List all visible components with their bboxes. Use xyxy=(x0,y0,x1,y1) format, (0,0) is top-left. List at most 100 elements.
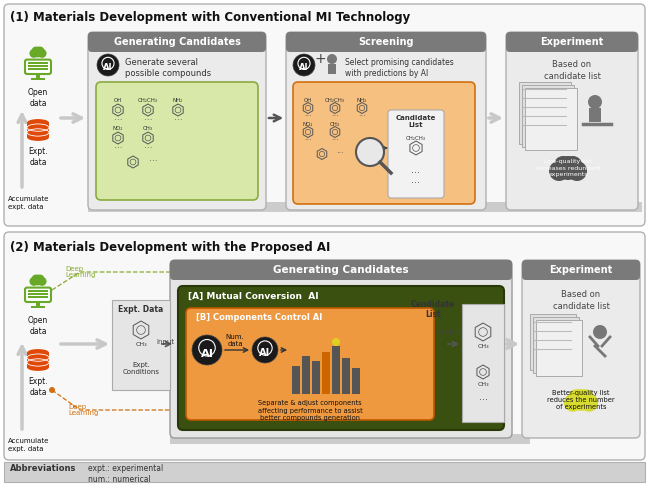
Text: Experiment: Experiment xyxy=(540,37,604,47)
Circle shape xyxy=(356,138,384,166)
Circle shape xyxy=(567,161,587,181)
Text: CH₂CH₃: CH₂CH₃ xyxy=(406,136,426,140)
Text: (1) Materials Development with Conventional MI Technology: (1) Materials Development with Conventio… xyxy=(10,12,410,25)
Bar xyxy=(27,353,49,367)
Ellipse shape xyxy=(27,134,49,141)
FancyBboxPatch shape xyxy=(388,110,444,198)
Bar xyxy=(302,356,310,394)
FancyBboxPatch shape xyxy=(170,260,512,438)
Bar xyxy=(27,296,48,299)
Ellipse shape xyxy=(27,363,49,371)
Text: ···: ··· xyxy=(149,157,157,166)
Circle shape xyxy=(556,156,580,180)
Circle shape xyxy=(29,277,38,286)
Text: expt.: experimental
num.: numerical: expt.: experimental num.: numerical xyxy=(88,464,163,484)
Text: ···: ··· xyxy=(174,117,182,125)
Text: OH: OH xyxy=(114,99,122,104)
Bar xyxy=(589,108,601,122)
Bar xyxy=(462,304,504,422)
Text: ···: ··· xyxy=(114,117,122,125)
Circle shape xyxy=(593,325,607,339)
Bar xyxy=(525,88,577,150)
Text: Open
data: Open data xyxy=(28,316,48,336)
Text: ···: ··· xyxy=(336,150,344,158)
Text: ···: ··· xyxy=(411,178,421,188)
FancyBboxPatch shape xyxy=(186,308,434,420)
Text: Screening: Screening xyxy=(358,37,414,47)
Bar xyxy=(31,77,46,79)
Circle shape xyxy=(332,338,340,346)
Circle shape xyxy=(38,49,47,58)
Bar xyxy=(4,462,645,482)
Circle shape xyxy=(554,156,572,174)
FancyBboxPatch shape xyxy=(88,32,266,52)
Text: Candidate
List: Candidate List xyxy=(411,300,455,319)
Circle shape xyxy=(32,46,44,58)
Text: CH₃: CH₃ xyxy=(477,344,489,349)
Circle shape xyxy=(49,387,55,393)
Ellipse shape xyxy=(27,349,49,356)
Text: ···: ··· xyxy=(411,168,421,178)
Text: AI: AI xyxy=(200,349,213,359)
Text: Expt.
data: Expt. data xyxy=(28,147,48,167)
Circle shape xyxy=(32,274,44,286)
FancyBboxPatch shape xyxy=(96,82,258,200)
Text: NO₂: NO₂ xyxy=(112,126,124,132)
Text: Candidate
List: Candidate List xyxy=(396,115,436,128)
Text: Expt. Data: Expt. Data xyxy=(118,305,164,314)
Bar xyxy=(36,302,40,305)
Bar xyxy=(27,293,48,295)
Bar xyxy=(352,368,360,394)
Text: ···: ··· xyxy=(358,112,366,121)
Circle shape xyxy=(568,389,584,406)
Text: NH₂: NH₂ xyxy=(357,97,367,103)
Bar xyxy=(31,305,46,307)
Bar xyxy=(27,290,48,292)
FancyBboxPatch shape xyxy=(293,82,475,204)
FancyBboxPatch shape xyxy=(4,232,645,460)
Text: CH₂CH₃: CH₂CH₃ xyxy=(325,97,345,103)
Bar xyxy=(342,358,350,394)
FancyBboxPatch shape xyxy=(286,32,486,210)
Text: Generate several
possible compounds: Generate several possible compounds xyxy=(125,58,211,78)
Text: AI: AI xyxy=(299,63,309,72)
FancyBboxPatch shape xyxy=(25,60,51,74)
FancyBboxPatch shape xyxy=(25,287,51,302)
Text: Generating Candidates: Generating Candidates xyxy=(114,37,240,47)
FancyBboxPatch shape xyxy=(88,32,266,210)
FancyBboxPatch shape xyxy=(178,286,504,430)
Bar xyxy=(328,64,336,74)
Text: Low-quality list
increases redundant
experiments: Low-quality list increases redundant exp… xyxy=(536,159,601,177)
Text: ···: ··· xyxy=(114,145,122,153)
Bar xyxy=(536,320,582,376)
Text: AI: AI xyxy=(103,63,112,72)
Bar xyxy=(112,300,170,390)
Circle shape xyxy=(327,54,337,64)
Text: Deep
Learning: Deep Learning xyxy=(68,404,98,417)
Circle shape xyxy=(570,389,592,411)
FancyBboxPatch shape xyxy=(522,260,640,280)
Text: [B] Components Control AI: [B] Components Control AI xyxy=(196,314,322,322)
Bar xyxy=(27,123,49,137)
Circle shape xyxy=(549,161,569,181)
Text: +: + xyxy=(314,52,326,66)
Text: CH₃: CH₃ xyxy=(143,126,153,132)
Circle shape xyxy=(36,46,44,55)
FancyBboxPatch shape xyxy=(522,260,640,438)
Circle shape xyxy=(577,389,593,406)
Bar xyxy=(312,361,320,394)
Text: ···: ··· xyxy=(331,136,339,146)
Circle shape xyxy=(252,337,278,363)
Text: Experiment: Experiment xyxy=(549,265,612,275)
Bar xyxy=(522,85,574,147)
Text: Input: Input xyxy=(156,339,174,345)
Text: ···: ··· xyxy=(144,145,152,153)
Text: CH₃: CH₃ xyxy=(135,342,147,347)
Text: ···: ··· xyxy=(304,112,312,121)
FancyBboxPatch shape xyxy=(170,260,512,280)
Text: Expt.
Conditions: Expt. Conditions xyxy=(122,362,159,376)
Circle shape xyxy=(32,274,40,283)
Circle shape xyxy=(564,393,582,412)
Bar xyxy=(533,317,579,373)
Circle shape xyxy=(97,54,119,76)
